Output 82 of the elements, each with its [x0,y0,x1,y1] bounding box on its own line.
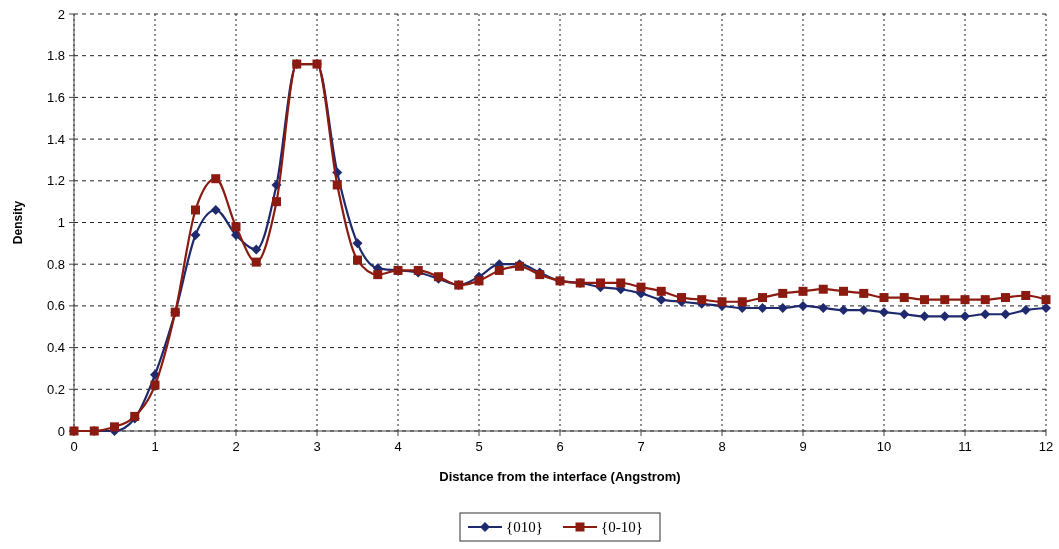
y-tick-label: 1 [57,215,65,231]
point [1000,309,1011,320]
point [939,311,950,322]
point [980,309,991,320]
point [211,174,221,184]
point [778,288,788,298]
point [636,282,646,292]
x-tick-label: 4 [394,439,402,454]
point [919,311,930,322]
point [758,293,767,303]
legend-label: {010} [506,519,543,536]
y-tick-label: 1.8 [46,48,65,64]
point [352,238,363,249]
point [1041,295,1051,305]
point [737,297,747,307]
point [838,305,849,316]
x-tick-label: 12 [1038,439,1054,454]
y-tick-label: 0 [57,423,65,439]
point [191,205,200,215]
point [858,305,869,316]
point [839,286,848,296]
point [960,295,970,305]
point [980,295,990,305]
point [353,255,362,265]
point [150,380,160,390]
point [798,286,808,296]
point [332,180,342,190]
point [231,222,241,232]
x-axis-title: Distance from the interface (Angstrom) [439,469,681,484]
point [596,278,605,288]
point [777,302,788,313]
point [940,295,950,305]
point [677,293,686,303]
x-tick-label: 9 [799,439,807,454]
point [110,422,119,432]
y-axis-title: Density [11,200,25,245]
point [697,295,707,305]
point [251,244,262,255]
y-tick-label: 2 [57,6,65,22]
x-tick-label: 11 [958,439,972,454]
x-tick-label: 5 [475,439,483,454]
x-tick-label: 3 [313,439,321,454]
x-tick-label: 0 [70,439,78,454]
point [656,286,666,296]
point [373,270,383,280]
point [879,307,889,318]
y-tick-label: 1.6 [46,89,65,105]
y-tick-label: 1.2 [46,173,65,189]
point [210,204,221,215]
point [656,294,667,305]
point [818,284,828,294]
point [272,197,281,207]
x-tick-label: 8 [718,439,726,454]
point [798,300,808,311]
y-tick-label: 0.4 [46,340,65,356]
y-tick-label: 1.4 [46,131,65,147]
point [1021,290,1031,300]
point [757,302,768,313]
x-tick-label: 1 [151,439,159,454]
point [899,293,909,303]
x-tick-label: 2 [232,439,240,454]
point [474,276,484,286]
y-tick-label: 0.2 [46,381,65,397]
point [251,257,261,267]
y-tick-label: 0.6 [46,298,65,314]
point [920,295,929,305]
x-tick-label: 6 [556,439,564,454]
point [818,302,829,313]
point [1001,293,1010,303]
y-tick-label: 0.8 [46,256,65,272]
point [960,311,970,322]
x-tick-label: 10 [876,439,892,454]
point [879,293,889,303]
x-tick-label: 7 [637,439,645,454]
point [494,265,504,275]
point [616,278,626,288]
point [859,288,869,298]
point [899,309,910,320]
point [717,297,727,307]
legend-label: {0-10} [601,519,643,536]
point [190,230,201,241]
point [1020,305,1031,316]
